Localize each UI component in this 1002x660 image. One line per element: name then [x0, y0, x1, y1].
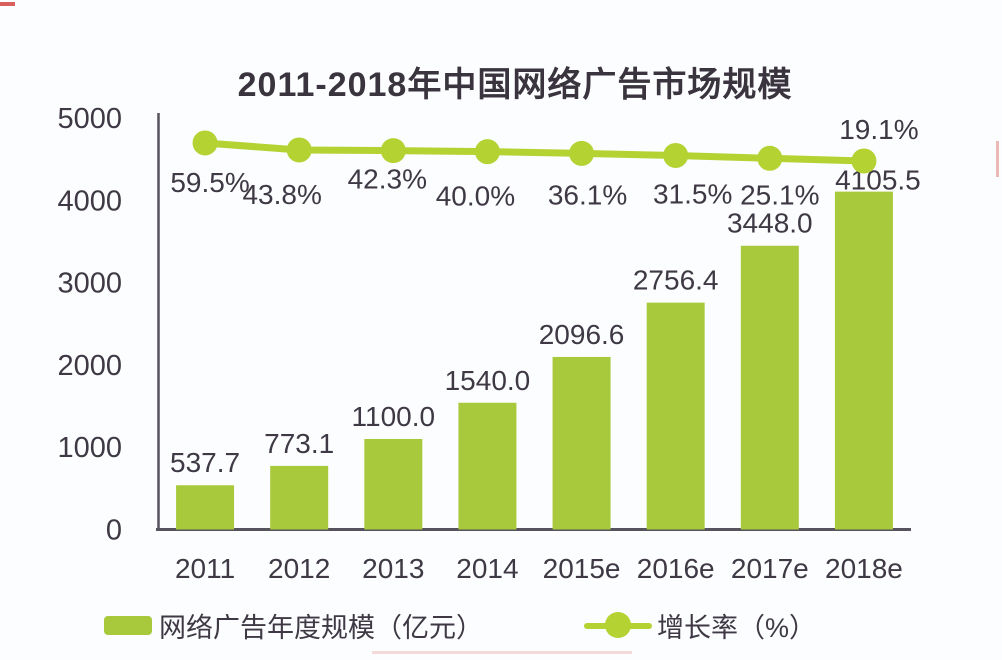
- bar-value-label: 1540.0: [445, 365, 531, 396]
- growth-value-label: 42.3%: [348, 164, 427, 195]
- y-axis-tick-label: 3000: [57, 268, 122, 300]
- growth-value-label: 59.5%: [170, 167, 249, 198]
- x-axis-tick-label: 2011: [175, 553, 235, 584]
- chart-title: 2011-2018年中国网络广告市场规模: [237, 66, 793, 104]
- bar-series-swatch-icon: [104, 615, 152, 635]
- growth-value-label: 40.0%: [436, 181, 515, 212]
- bar-2011: [176, 485, 235, 530]
- y-axis-tick-label: 4000: [57, 185, 122, 217]
- x-axis-tick-label: 2016e: [637, 553, 715, 584]
- red-annotation-artifact-bottom: [372, 651, 632, 654]
- bar-2016e: [646, 302, 705, 530]
- growth-value-label: 31.5%: [653, 178, 732, 209]
- chart-legend: 网络广告年度规模（亿元） 增长率（%）: [0, 610, 1002, 644]
- bar-2018e: [834, 191, 893, 530]
- y-axis-tick-label: 0: [106, 515, 122, 547]
- red-annotation-artifact-right-edge: [996, 141, 999, 177]
- growth-value-label: 43.8%: [242, 179, 321, 210]
- growth-marker-2015e: [569, 140, 595, 166]
- growth-marker-2011: [192, 130, 218, 156]
- bar-value-label: 773.1: [264, 428, 334, 459]
- y-axis-tick-label: 2000: [57, 350, 122, 382]
- bar-2015e: [552, 356, 611, 530]
- y-axis-tick-label: 1000: [57, 432, 122, 464]
- growth-marker-2014: [474, 139, 500, 165]
- legend-label-line-series: 增长率（%）: [657, 612, 817, 643]
- bar-value-label: 1100.0: [352, 401, 436, 432]
- x-axis-tick-label: 2012: [268, 553, 330, 584]
- x-axis-tick-label: 2017e: [731, 553, 809, 584]
- line-series-marker-icon: [584, 612, 652, 638]
- growth-value-label: 25.1%: [740, 179, 819, 210]
- growth-value-label: 36.1%: [548, 179, 627, 210]
- y-axis-tick-label: 5000: [57, 103, 122, 135]
- x-axis-tick-label: 2018e: [825, 553, 903, 584]
- legend-item-bar-series: 网络广告年度规模（亿元）: [104, 610, 483, 643]
- bar-2014: [458, 402, 517, 530]
- growth-marker-2012: [286, 137, 312, 163]
- growth-line: [201, 139, 868, 165]
- growth-marker-2013: [380, 138, 406, 164]
- growth-marker-2016e: [663, 142, 689, 168]
- legend-item-line-series: 增长率（%）: [584, 610, 816, 643]
- x-axis-tick-label: 2014: [456, 553, 518, 584]
- growth-marker-2017e: [757, 145, 783, 171]
- x-axis-tick-label: 2015e: [543, 553, 621, 584]
- x-axis-tick-label: 2013: [362, 553, 424, 584]
- growth-value-label: 19.1%: [839, 114, 918, 145]
- red-annotation-artifact-top-left: [0, 2, 15, 6]
- bar-value-label: 3448.0: [727, 208, 813, 239]
- bar-value-label: 2096.6: [539, 319, 625, 350]
- bar-value-label: 4105.5: [835, 165, 921, 196]
- bar-value-label: 537.7: [170, 447, 240, 478]
- bar-value-label: 2756.4: [633, 265, 719, 296]
- bar-2017e: [740, 245, 799, 530]
- bar-2012: [270, 465, 329, 530]
- legend-label-bar-series: 网络广告年度规模（亿元）: [159, 612, 483, 643]
- growth-marker-2018e: [851, 148, 877, 174]
- bar-2013: [364, 438, 423, 530]
